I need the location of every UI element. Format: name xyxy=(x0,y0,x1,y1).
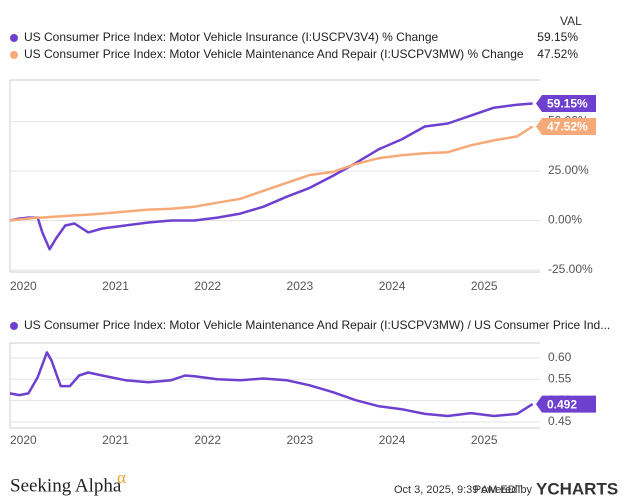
powered-by: Powered by xyxy=(474,484,533,496)
provider: YCHARTS xyxy=(536,479,618,498)
y-tick-label: -25.00% xyxy=(548,262,593,276)
y-tick-label: 0.45 xyxy=(548,414,572,428)
x-tick-label: 2023 xyxy=(287,433,314,447)
plot: -25.00%0.00%25.00%50.00%2020202120222023… xyxy=(9,30,596,293)
x-tick-label: 2020 xyxy=(10,433,37,447)
value-label: 59.15% xyxy=(547,97,588,111)
y-tick-label: 0.00% xyxy=(548,213,582,227)
brand: Seeking Alpha xyxy=(10,475,122,496)
y-tick-label: 0.55 xyxy=(548,371,572,385)
series-line xyxy=(9,125,534,222)
legend-label: US Consumer Price Index: Motor Vehicle M… xyxy=(24,47,524,61)
timestamp: Oct 3, 2025, 9:39 AM EDT xyxy=(394,484,523,496)
value-badge xyxy=(536,94,596,112)
series-line xyxy=(9,351,534,418)
legend-marker xyxy=(10,34,18,42)
x-tick-label: 2022 xyxy=(194,279,221,293)
y-tick-label: 25.00% xyxy=(548,163,589,177)
value-label: 47.52% xyxy=(547,120,588,134)
x-tick-label: 2021 xyxy=(102,279,129,293)
y-tick-label: 0.60 xyxy=(548,350,572,364)
plot: 0.450.500.550.60202020212022202320242025… xyxy=(9,318,610,447)
x-tick-label: 2021 xyxy=(102,433,129,447)
series-line xyxy=(9,102,533,251)
brand-mark: α xyxy=(117,468,126,487)
x-tick-label: 2025 xyxy=(471,433,498,447)
x-tick-label: 2024 xyxy=(379,433,406,447)
value-label: 0.492 xyxy=(547,397,577,411)
x-tick-label: 2023 xyxy=(287,279,314,293)
legend-marker xyxy=(10,322,18,330)
chart-subtitle: US Consumer Price Index: Motor Vehicle M… xyxy=(24,318,610,332)
x-tick-label: 2024 xyxy=(379,279,406,293)
value-badge xyxy=(536,117,596,135)
legend-value: 59.15% xyxy=(537,30,578,44)
legend-header: VAL xyxy=(560,14,582,28)
legend-marker xyxy=(10,51,18,59)
x-tick-label: 2025 xyxy=(471,279,498,293)
value-badge xyxy=(536,395,596,413)
x-tick-label: 2022 xyxy=(194,433,221,447)
legend-value: 47.52% xyxy=(537,47,578,61)
legend-label: US Consumer Price Index: Motor Vehicle I… xyxy=(24,30,439,44)
x-tick-label: 2020 xyxy=(10,279,37,293)
